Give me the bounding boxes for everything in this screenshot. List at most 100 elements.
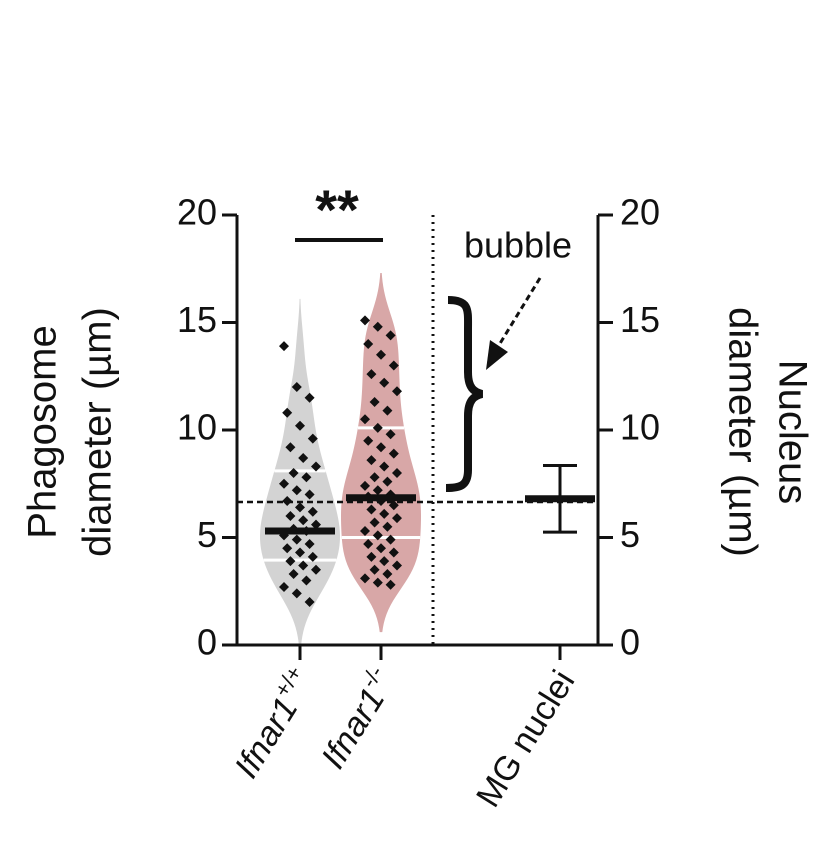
data-point — [285, 511, 296, 521]
y2-axis-label: Nucleus — [770, 360, 814, 505]
data-point — [369, 472, 380, 483]
data-point — [379, 556, 390, 567]
data-point — [298, 560, 309, 571]
y2-axis-label: diameter (µm) — [720, 307, 764, 557]
y2-tick-label: 5 — [620, 514, 640, 555]
data-point — [379, 508, 390, 519]
data-point — [307, 433, 318, 444]
y-tick-label: 5 — [197, 514, 217, 555]
data-point — [379, 377, 390, 388]
data-point — [360, 480, 370, 491]
data-point — [363, 538, 374, 549]
data-point — [372, 530, 383, 541]
data-point — [304, 538, 315, 549]
data-point — [301, 472, 312, 483]
arrow-line — [494, 277, 542, 351]
data-point — [288, 569, 299, 580]
data-point — [360, 526, 370, 537]
data-point — [379, 461, 390, 472]
data-point — [369, 517, 380, 528]
data-point — [372, 321, 383, 332]
data-point — [285, 442, 296, 453]
y-tick-label: 15 — [177, 299, 217, 340]
violin-body — [341, 273, 421, 633]
y2-tick-label: 15 — [620, 299, 660, 340]
data-point — [385, 330, 396, 341]
data-point — [295, 502, 305, 513]
y2-tick-label: 20 — [620, 192, 660, 233]
data-point — [392, 513, 402, 524]
data-point — [311, 461, 321, 472]
data-point — [382, 405, 393, 416]
x-tick-label: Ifnar1+/+ — [223, 661, 323, 785]
data-point — [366, 504, 377, 515]
data-point — [279, 341, 289, 352]
data-point — [388, 500, 399, 511]
data-point — [385, 579, 396, 590]
data-point — [291, 382, 302, 392]
category-name: Ifnar1 — [314, 681, 392, 775]
data-point — [304, 489, 315, 500]
data-point — [363, 435, 374, 446]
data-point — [385, 534, 396, 545]
data-point — [363, 339, 374, 349]
data-point — [366, 369, 377, 380]
data-point — [291, 588, 302, 599]
data-point — [298, 515, 309, 526]
data-point — [392, 386, 402, 397]
category-name: Ifnar1 — [227, 691, 305, 785]
data-point — [372, 422, 383, 433]
data-point — [372, 577, 383, 588]
brace — [445, 296, 484, 492]
data-point — [301, 575, 312, 586]
data-point — [304, 597, 315, 607]
violin-body — [260, 298, 340, 650]
data-point — [360, 315, 370, 326]
arrow-head — [486, 340, 508, 370]
data-point — [376, 442, 386, 453]
x-tick-label: MG nuclei — [469, 664, 582, 814]
bubble-label: bubble — [464, 225, 572, 266]
y-tick-label: 0 — [197, 622, 217, 663]
data-point — [366, 455, 377, 466]
data-point — [282, 407, 293, 418]
data-point — [311, 519, 321, 530]
data-point — [307, 551, 318, 562]
data-point — [282, 543, 293, 554]
data-point — [307, 506, 318, 517]
data-point — [279, 478, 289, 489]
data-point — [369, 564, 380, 575]
data-point — [382, 569, 393, 580]
data-point — [385, 429, 396, 440]
category-name: MG nuclei — [469, 664, 582, 814]
data-point — [372, 485, 383, 496]
data-point — [282, 495, 293, 506]
data-point — [392, 560, 402, 571]
data-point — [298, 452, 309, 463]
y-axis-label: diameter (µm) — [76, 307, 120, 557]
y-tick-label: 20 — [177, 192, 217, 233]
data-point — [388, 360, 399, 371]
data-point — [295, 420, 305, 431]
data-point — [376, 349, 386, 360]
data-point — [360, 573, 370, 584]
y2-tick-label: 10 — [620, 407, 660, 448]
y-tick-label: 10 — [177, 407, 217, 448]
data-point — [285, 556, 296, 567]
data-point — [376, 543, 386, 554]
data-point — [291, 485, 302, 496]
data-point — [392, 468, 402, 478]
data-point — [288, 468, 299, 478]
data-point — [311, 564, 321, 575]
data-point — [369, 397, 380, 408]
data-point — [388, 547, 399, 558]
data-point — [291, 534, 302, 545]
violins — [260, 273, 421, 650]
data-point — [295, 547, 305, 558]
data-point — [366, 551, 377, 562]
data-point — [279, 581, 289, 592]
data-point — [360, 414, 370, 425]
data-point — [382, 521, 393, 532]
